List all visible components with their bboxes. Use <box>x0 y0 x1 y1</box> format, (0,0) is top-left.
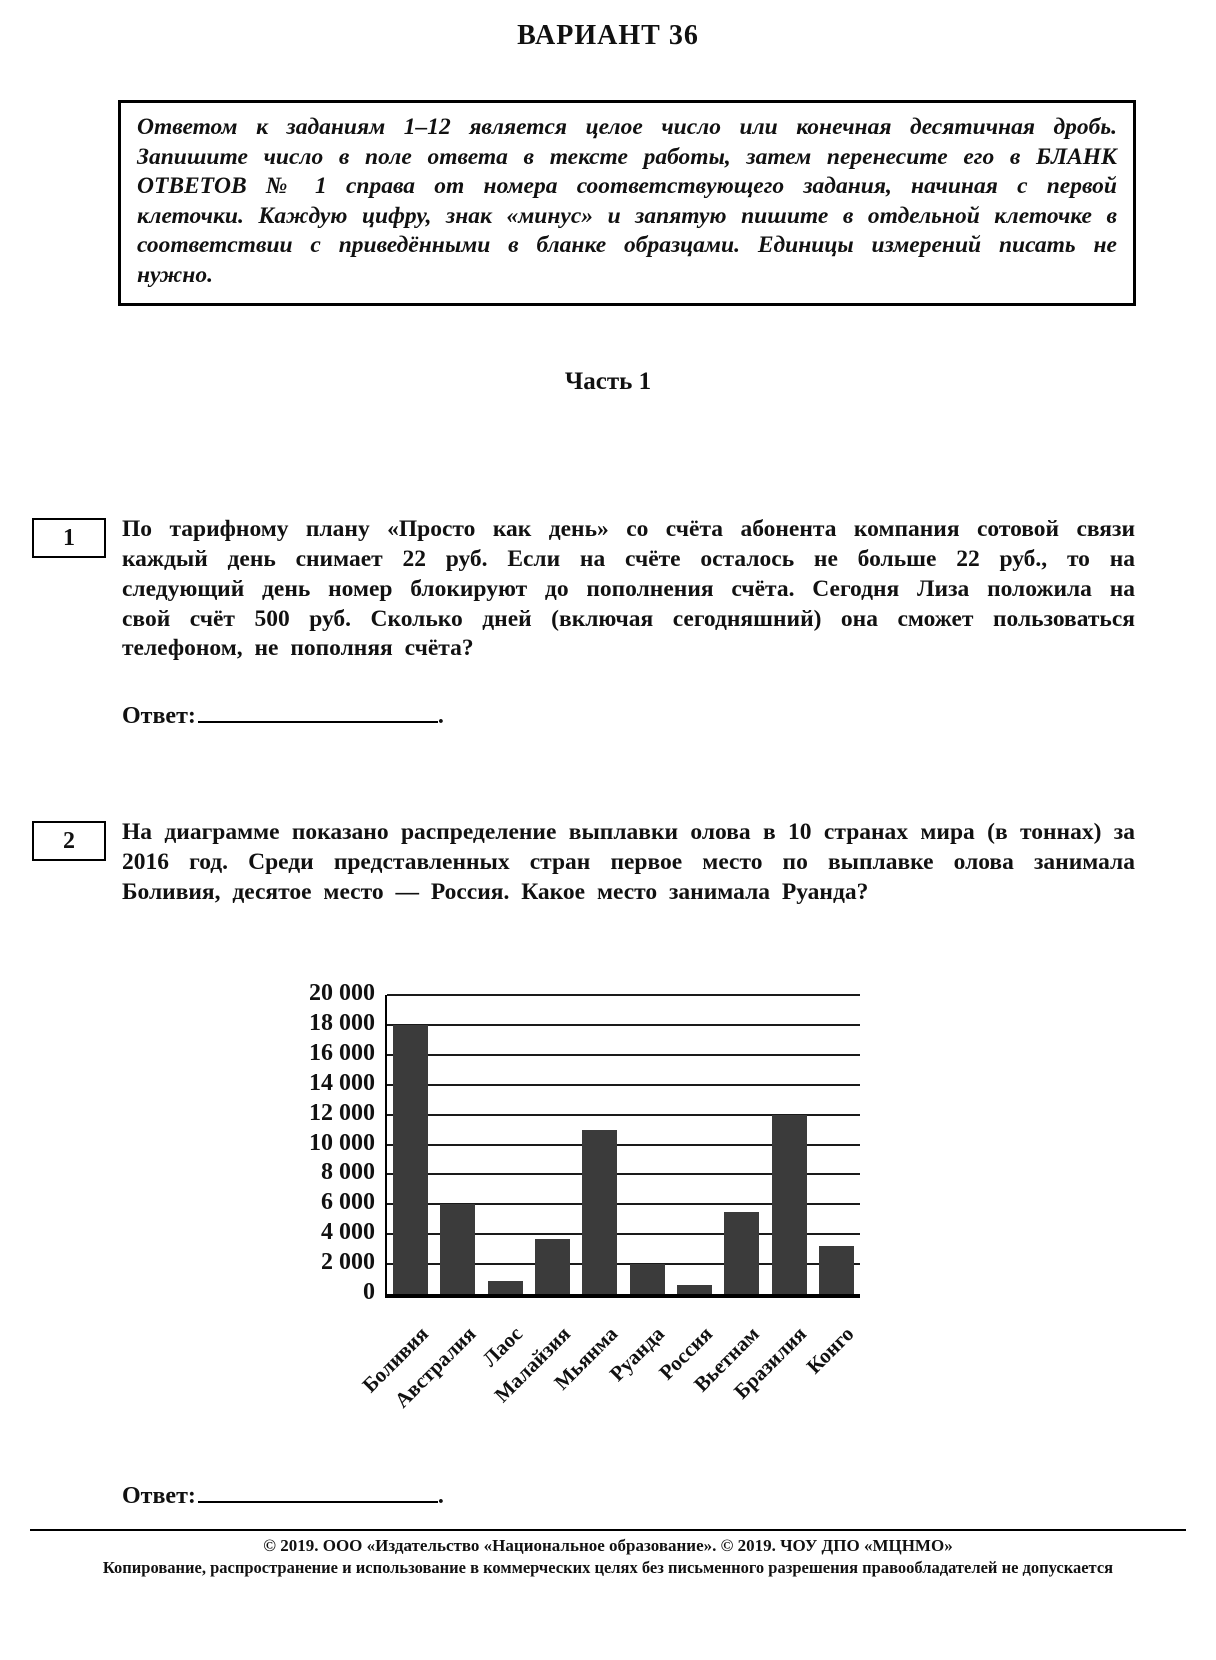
y-axis-tick-label: 2 000 <box>321 1249 375 1276</box>
y-axis-tick-label: 10 000 <box>309 1129 375 1156</box>
gridline <box>387 1023 860 1026</box>
tin-production-bar-chart: 0 2 000 4 000 6 000 8 000 10 000 12 000 14 000 1… <box>283 980 983 1463</box>
answer-label: Ответ: <box>122 1483 196 1509</box>
problem-2-number-box: 2 <box>32 821 106 861</box>
gridline <box>387 1233 860 1236</box>
y-axis-tick-label: 20 000 <box>309 980 375 1006</box>
instruction-text: Ответом к заданиям 1–12 является целое ч… <box>137 114 1117 289</box>
answer-period: . <box>437 703 444 729</box>
bar-Малайзия <box>535 1238 571 1294</box>
answer-blank <box>197 1477 438 1503</box>
gridline <box>387 1143 860 1146</box>
answer-line-2: Ответ:. <box>122 1477 444 1510</box>
y-axis-tick-label: 6 000 <box>321 1189 375 1216</box>
x-axis-category-labels: Боливия Австралия Лаос Малайзия Мьянма Руанда… <box>357 1302 859 1462</box>
page-title: ВАРИАНТ 36 <box>517 20 699 51</box>
bar-Бразилия <box>771 1114 807 1294</box>
footer-divider <box>30 1529 1186 1531</box>
gridline <box>387 1113 860 1116</box>
y-axis-tick-label: 18 000 <box>309 1009 375 1036</box>
bar-Россия <box>676 1285 712 1294</box>
footer-legal-notice: Копирование, распространение и использов… <box>102 1558 1114 1577</box>
problem-1: 1 По тарифному плану «Просто как день» с… <box>0 515 1216 664</box>
problem-2: 2 На диаграмме показано распределение вы… <box>0 818 1216 908</box>
y-axis-tick-label: 12 000 <box>309 1099 375 1126</box>
y-axis-tick-label: 4 000 <box>321 1219 375 1246</box>
bar-Австралия <box>440 1204 476 1294</box>
y-axis-tick-label: 16 000 <box>309 1039 375 1066</box>
bar-Руанда <box>629 1264 665 1294</box>
bar-Лаос <box>487 1280 523 1294</box>
y-axis-tick-labels: 0 2 000 4 000 6 000 8 000 10 000 12 000 14 000 1… <box>283 980 375 1305</box>
gridline <box>387 1263 860 1266</box>
answer-blank <box>197 697 438 723</box>
problem-1-number-box: 1 <box>32 518 106 558</box>
bar-Мьянма <box>582 1129 618 1294</box>
problem-1-text: По тарифному плану «Просто как день» со … <box>122 516 1135 662</box>
gridline <box>387 1203 860 1206</box>
footer-copyright: © 2019. ООО «Издательство «Национальное … <box>263 1536 953 1555</box>
answer-label: Ответ: <box>122 703 196 729</box>
answer-line-1: Ответ:. <box>122 697 444 730</box>
y-axis-tick-label: 14 000 <box>309 1069 375 1096</box>
gridline <box>387 1173 860 1176</box>
y-axis-tick-label: 0 <box>363 1279 375 1305</box>
problem-2-text: На диаграмме показано распределение выпл… <box>122 819 1135 905</box>
y-axis-tick-label: 8 000 <box>321 1159 375 1186</box>
part-heading: Часть 1 <box>564 368 652 395</box>
bar-Конго <box>818 1246 854 1294</box>
instruction-box: Ответом к заданиям 1–12 является целое ч… <box>118 100 1136 306</box>
answer-period: . <box>437 1483 444 1509</box>
gridline <box>387 1053 860 1056</box>
chart-plot-area <box>385 994 860 1298</box>
gridline <box>387 1083 860 1086</box>
bar-Вьетнам <box>724 1211 760 1294</box>
x-axis-category-label: Конго <box>801 1321 859 1379</box>
gridline <box>387 994 860 996</box>
bar-Боливия <box>393 1024 429 1294</box>
